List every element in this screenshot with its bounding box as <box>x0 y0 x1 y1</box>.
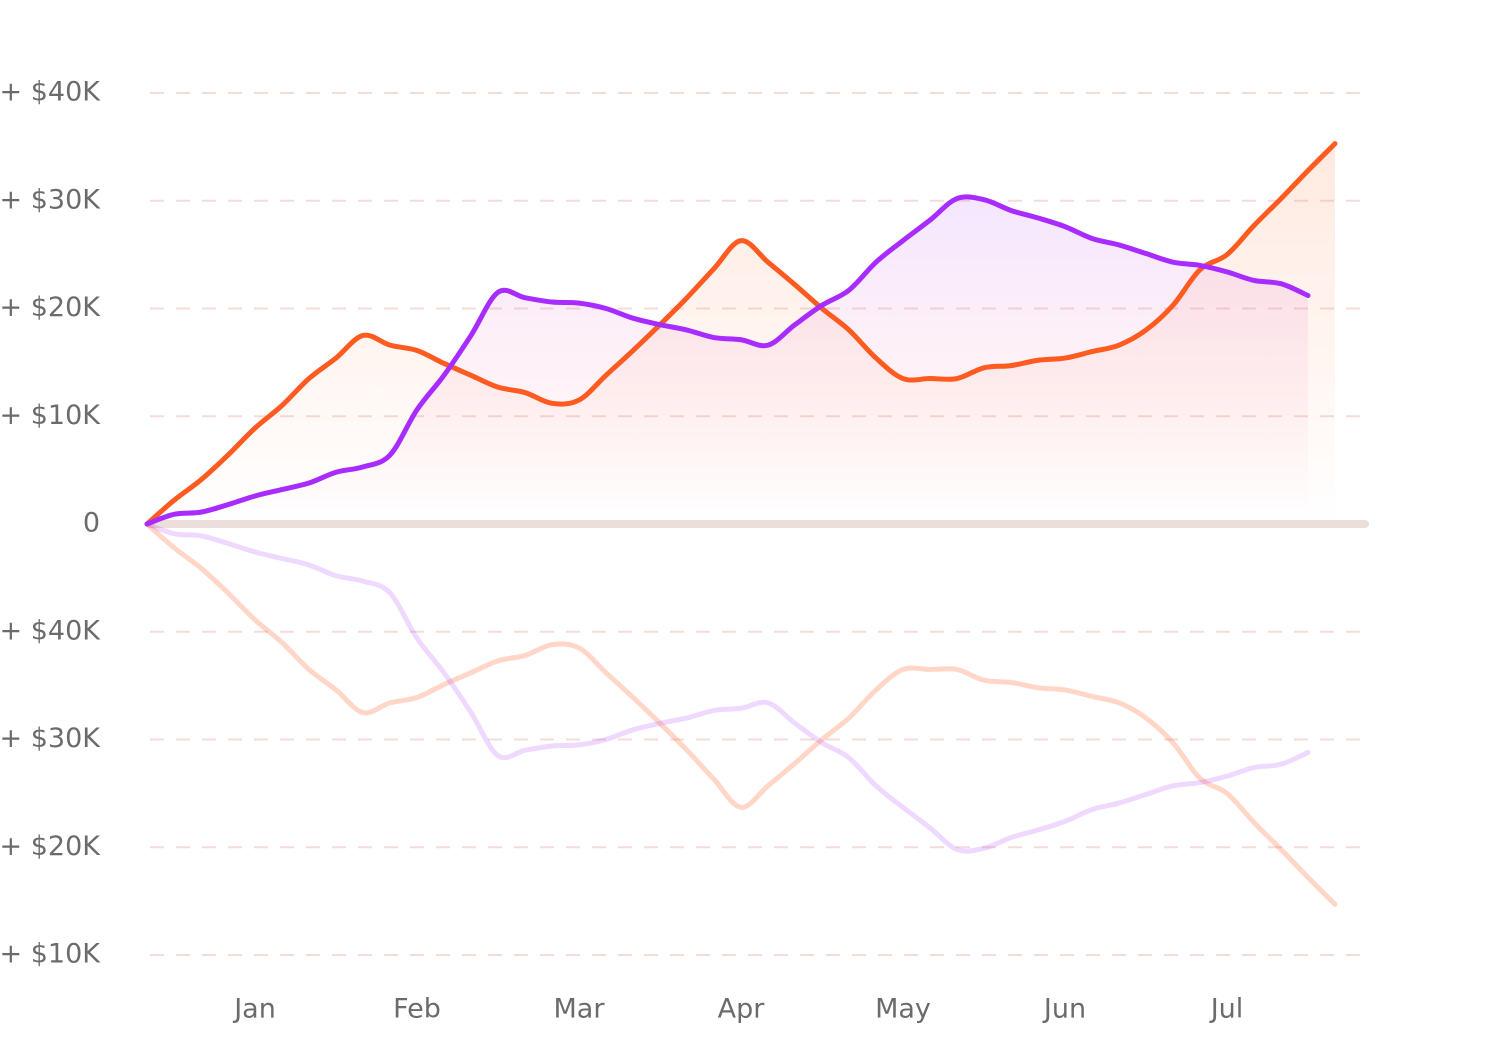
reflection-line <box>144 521 1311 854</box>
mirror-tick-label: + $40K <box>0 615 101 646</box>
x-tick-label: May <box>875 994 931 1025</box>
mirror-tick-label: + $10K <box>0 939 101 970</box>
y-tick-label: + $30K <box>0 184 101 215</box>
y-tick-label: + $40K <box>0 77 101 108</box>
x-tick-label: Feb <box>393 994 441 1025</box>
line <box>144 141 1338 527</box>
mirror-tick-label: + $20K <box>0 831 101 862</box>
y-tick-label: + $20K <box>0 292 101 323</box>
reflection-line <box>144 521 1338 907</box>
area <box>147 196 1308 524</box>
x-tick-label: Jan <box>232 994 276 1025</box>
x-tick-label: Mar <box>554 994 606 1025</box>
x-tick-label: Apr <box>718 994 766 1025</box>
mirror-tick-label: + $30K <box>0 723 101 754</box>
y-tick-label: + $10K <box>0 400 101 431</box>
x-tick-label: Jul <box>1209 994 1244 1025</box>
x-tick-label: Jun <box>1042 994 1086 1025</box>
line <box>144 194 1311 527</box>
y-tick-label: 0 <box>83 508 100 539</box>
